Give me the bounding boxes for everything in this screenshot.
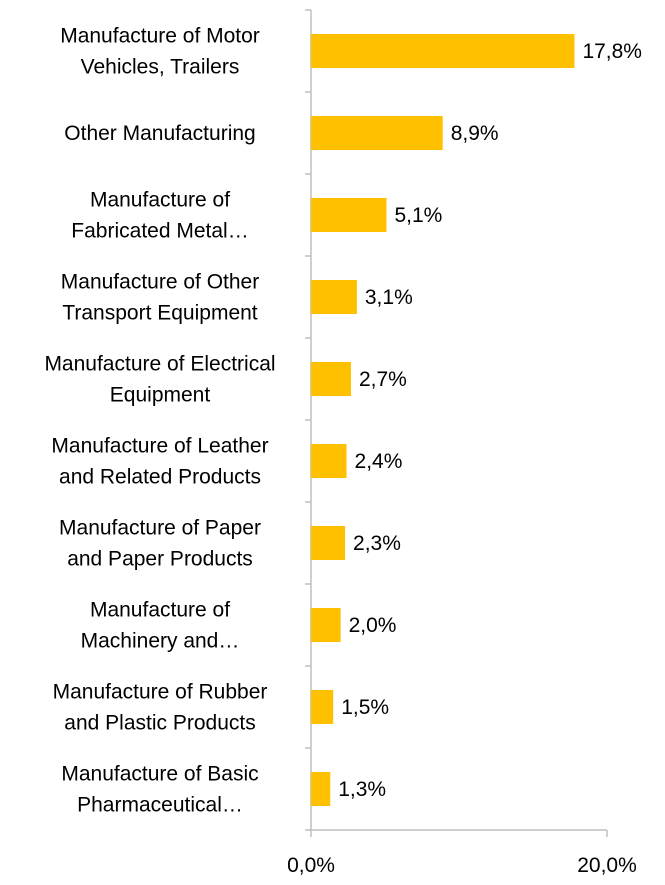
category-label-line: and Related Products (59, 466, 261, 489)
category-label: Manufacture of Fabricated Metal… (71, 189, 248, 243)
category-label: Manufacture of Paper and Paper Products (59, 517, 261, 571)
category-label-line: Vehicles, Trailers (81, 56, 240, 79)
data-label: 3,1% (365, 286, 413, 309)
bar (311, 608, 341, 642)
x-tick-label: 20,0% (577, 854, 637, 877)
data-label: 1,5% (341, 696, 389, 719)
category-label-line: Manufacture of Basic (61, 763, 258, 786)
category-label-line: and Paper Products (67, 548, 253, 571)
category-label-line: Manufacture of Electrical (44, 353, 275, 376)
category-label-line: and Plastic Products (64, 712, 255, 735)
category-label-line: Manufacture of Motor (60, 25, 260, 48)
bar (311, 116, 443, 150)
bar (311, 198, 387, 232)
category-label-line: Manufacture of (90, 599, 230, 622)
bars (311, 34, 575, 806)
category-label: Manufacture of Other Transport Equipment (61, 271, 259, 325)
category-label-line: Manufacture of Paper (59, 517, 261, 540)
category-label-line: Manufacture of Other (61, 271, 259, 294)
data-label: 17,8% (582, 40, 642, 63)
x-tick-label: 0,0% (287, 854, 335, 877)
bar (311, 690, 334, 724)
category-label-line: Pharmaceutical… (77, 794, 243, 817)
bar (311, 444, 347, 478)
data-label: 2,3% (353, 532, 401, 555)
category-label-line: Machinery and… (81, 630, 240, 653)
category-label-line: Other Manufacturing (64, 122, 255, 145)
category-label: Manufacture of Rubber and Plastic Product… (53, 681, 268, 735)
category-label: Manufacture of Machinery and… (81, 599, 240, 653)
category-label-line: Fabricated Metal… (71, 220, 248, 243)
category-label-line: Equipment (110, 384, 211, 407)
bar (311, 362, 351, 396)
data-label: 2,0% (349, 614, 397, 637)
data-label: 5,1% (394, 204, 442, 227)
category-label: Manufacture of Motor Vehicles, Trailers (60, 25, 260, 79)
category-label-line: Transport Equipment (62, 302, 257, 325)
category-label: Manufacture of Electrical Equipment (44, 353, 275, 407)
bar (311, 526, 346, 560)
bar (311, 34, 575, 68)
category-label: Other Manufacturing (64, 122, 255, 145)
labels: 0,0% 20,0% 17,8% Manufacture of Motor Vehicl… (44, 25, 642, 878)
data-label: 2,4% (355, 450, 403, 473)
category-label-line: Manufacture of Leather (51, 435, 268, 458)
category-label-line: Manufacture of Rubber (53, 681, 268, 704)
data-label: 2,7% (359, 368, 407, 391)
bar (311, 280, 357, 314)
category-label: Manufacture of Basic Pharmaceutical… (61, 763, 258, 817)
data-label: 1,3% (338, 778, 386, 801)
bar (311, 772, 331, 806)
data-label: 8,9% (451, 122, 499, 145)
category-label-line: Manufacture of (90, 189, 230, 212)
category-label: Manufacture of Leather and Related Produc… (51, 435, 268, 489)
